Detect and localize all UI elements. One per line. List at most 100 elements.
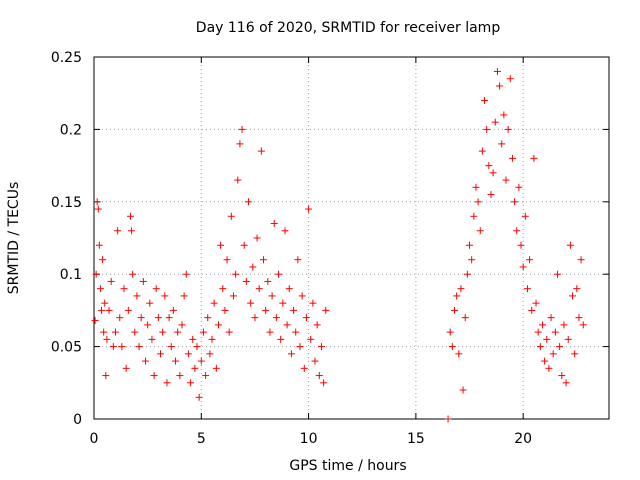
data-point bbox=[444, 415, 452, 423]
x-tick-label: 0 bbox=[90, 431, 99, 447]
data-point bbox=[463, 270, 471, 278]
y-tick-label: 0.2 bbox=[60, 122, 82, 138]
data-point bbox=[487, 191, 495, 199]
data-point bbox=[124, 306, 132, 314]
plot-frame bbox=[93, 56, 610, 420]
data-point bbox=[481, 96, 489, 104]
data-point bbox=[485, 162, 493, 170]
data-point bbox=[549, 350, 557, 358]
data-point bbox=[266, 328, 274, 336]
data-point bbox=[128, 227, 136, 235]
data-point bbox=[562, 379, 570, 387]
data-point bbox=[453, 292, 461, 300]
data-point bbox=[150, 372, 158, 380]
data-point bbox=[157, 350, 165, 358]
data-point bbox=[135, 343, 143, 351]
data-point bbox=[95, 241, 103, 249]
data-point bbox=[214, 321, 222, 329]
data-point bbox=[290, 306, 298, 314]
data-point bbox=[165, 314, 173, 322]
data-point bbox=[577, 256, 585, 264]
data-point bbox=[204, 314, 212, 322]
data-point bbox=[159, 328, 167, 336]
data-point bbox=[457, 285, 465, 293]
data-point bbox=[105, 306, 113, 314]
data-point bbox=[543, 335, 551, 343]
data-point bbox=[120, 285, 128, 293]
data-point bbox=[523, 285, 531, 293]
data-point bbox=[468, 256, 476, 264]
data-point bbox=[317, 343, 325, 351]
data-point bbox=[251, 314, 259, 322]
y-tick-label: 0.05 bbox=[51, 340, 82, 356]
x-axis: 0 5 10 15 20 bbox=[90, 57, 532, 447]
data-point bbox=[489, 169, 497, 177]
data-point bbox=[100, 328, 108, 336]
data-point bbox=[238, 125, 246, 133]
data-point bbox=[296, 343, 304, 351]
data-point bbox=[285, 285, 293, 293]
data-point bbox=[247, 299, 255, 307]
data-point bbox=[496, 82, 504, 90]
data-point bbox=[521, 212, 529, 220]
data-point bbox=[163, 379, 171, 387]
data-point bbox=[206, 350, 214, 358]
data-point bbox=[133, 292, 141, 300]
data-point bbox=[139, 277, 147, 285]
data-point bbox=[517, 241, 525, 249]
data-point bbox=[298, 292, 306, 300]
data-point bbox=[275, 270, 283, 278]
y-tick-label: 0 bbox=[73, 412, 82, 428]
data-point bbox=[131, 328, 139, 336]
data-point bbox=[245, 198, 252, 206]
data-point bbox=[560, 321, 568, 329]
data-point bbox=[264, 277, 272, 285]
data-point bbox=[569, 292, 577, 300]
data-point bbox=[547, 314, 555, 322]
data-point bbox=[184, 350, 192, 358]
data-point bbox=[142, 357, 149, 365]
data-point bbox=[478, 147, 486, 155]
data-point bbox=[152, 285, 160, 293]
data-point bbox=[483, 125, 491, 133]
data-point bbox=[287, 350, 295, 358]
data-point bbox=[571, 350, 579, 358]
y-tick-label: 0.1 bbox=[60, 267, 82, 283]
data-point bbox=[172, 357, 180, 365]
x-axis-label: GPS time / hours bbox=[289, 458, 406, 474]
data-point bbox=[270, 220, 278, 228]
data-point bbox=[182, 270, 190, 278]
data-point bbox=[146, 299, 154, 307]
data-point bbox=[91, 317, 99, 325]
data-point bbox=[176, 372, 184, 380]
data-point bbox=[493, 67, 501, 75]
data-point bbox=[116, 314, 124, 322]
data-point bbox=[476, 227, 484, 235]
data-point bbox=[223, 256, 231, 264]
data-point bbox=[491, 118, 499, 126]
data-point bbox=[178, 321, 186, 329]
data-point bbox=[455, 350, 463, 358]
data-points bbox=[91, 67, 587, 423]
data-point bbox=[193, 343, 201, 351]
data-point bbox=[300, 364, 308, 372]
data-point bbox=[446, 328, 454, 336]
data-point bbox=[212, 364, 220, 372]
data-point bbox=[253, 234, 261, 242]
data-point bbox=[459, 386, 467, 394]
data-point bbox=[195, 393, 203, 401]
grid-lines bbox=[94, 57, 609, 419]
data-point bbox=[257, 147, 265, 155]
data-point bbox=[564, 335, 572, 343]
data-point bbox=[144, 321, 152, 329]
data-point bbox=[311, 357, 319, 365]
data-point bbox=[536, 343, 544, 351]
y-tick-label: 0.25 bbox=[51, 50, 82, 66]
x-tick-label: 10 bbox=[300, 431, 318, 447]
data-point bbox=[579, 321, 587, 329]
data-point bbox=[315, 372, 323, 380]
data-point bbox=[92, 270, 100, 278]
data-point bbox=[551, 328, 559, 336]
data-point bbox=[472, 183, 480, 191]
data-point bbox=[180, 292, 188, 300]
